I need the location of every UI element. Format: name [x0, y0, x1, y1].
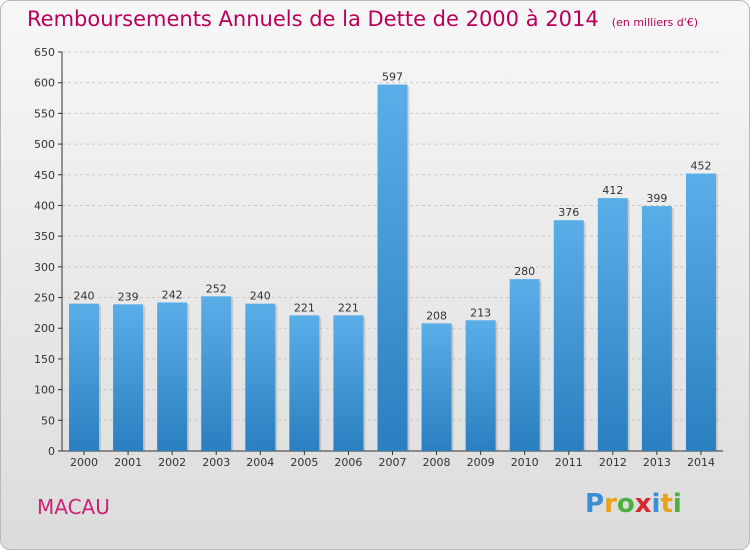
y-tick-label: 200 — [34, 322, 55, 335]
x-tick-label: 2000 — [70, 456, 98, 469]
data-label: 242 — [162, 288, 183, 301]
data-label: 240 — [74, 290, 95, 303]
bar — [69, 303, 100, 451]
city-name: MACAU — [37, 495, 110, 519]
y-tick-label: 650 — [34, 46, 55, 59]
proxiti-logo: Proxiti — [585, 489, 682, 519]
x-tick-label: 2003 — [202, 456, 230, 469]
y-tick-label: 550 — [34, 107, 55, 120]
data-label: 221 — [338, 301, 359, 314]
y-tick-label: 500 — [34, 138, 55, 151]
y-tick-label: 150 — [34, 353, 55, 366]
bar — [377, 84, 408, 451]
data-label: 221 — [294, 301, 315, 314]
data-label: 239 — [118, 290, 139, 303]
data-label: 208 — [426, 309, 447, 322]
data-label: 213 — [470, 306, 491, 319]
bar — [553, 220, 584, 451]
y-tick-label: 350 — [34, 230, 55, 243]
x-tick-label: 2009 — [467, 456, 495, 469]
x-tick-label: 2004 — [246, 456, 274, 469]
bar — [641, 206, 672, 451]
bar — [201, 296, 232, 451]
y-tick-label: 400 — [34, 199, 55, 212]
data-label: 240 — [250, 290, 271, 303]
data-label: 280 — [514, 265, 535, 278]
x-tick-label: 2012 — [599, 456, 627, 469]
bar — [289, 315, 320, 451]
y-tick-label: 50 — [41, 414, 55, 427]
data-label: 597 — [382, 71, 403, 84]
chart-title-row: Remboursements Annuels de la Dette de 20… — [27, 7, 698, 31]
x-tick-label: 2007 — [379, 456, 407, 469]
bar — [421, 323, 452, 451]
bar — [509, 279, 540, 451]
chart-subtitle: (en milliers d'€) — [611, 16, 699, 29]
y-tick-label: 100 — [34, 384, 55, 397]
data-label: 399 — [646, 192, 667, 205]
y-tick-label: 450 — [34, 169, 55, 182]
bar — [465, 320, 496, 451]
bar — [245, 303, 276, 451]
data-label: 376 — [558, 206, 579, 219]
x-tick-label: 2014 — [687, 456, 715, 469]
bar — [157, 302, 188, 451]
x-tick-label: 2013 — [643, 456, 671, 469]
x-tick-label: 2010 — [511, 456, 539, 469]
x-tick-label: 2006 — [334, 456, 362, 469]
x-tick-label: 2001 — [114, 456, 142, 469]
x-tick-label: 2002 — [158, 456, 186, 469]
bar — [597, 198, 628, 451]
x-tick-label: 2005 — [290, 456, 318, 469]
y-tick-label: 300 — [34, 261, 55, 274]
data-label: 452 — [690, 160, 711, 173]
y-tick-label: 600 — [34, 77, 55, 90]
bar — [333, 315, 364, 451]
y-tick-label: 250 — [34, 292, 55, 305]
bar — [685, 173, 716, 451]
chart-title: Remboursements Annuels de la Dette de 20… — [27, 7, 599, 31]
x-tick-label: 2008 — [423, 456, 451, 469]
data-label: 252 — [206, 282, 227, 295]
bar — [113, 304, 144, 451]
data-label: 412 — [602, 184, 623, 197]
x-tick-label: 2011 — [555, 456, 583, 469]
y-tick-label: 0 — [48, 445, 55, 458]
